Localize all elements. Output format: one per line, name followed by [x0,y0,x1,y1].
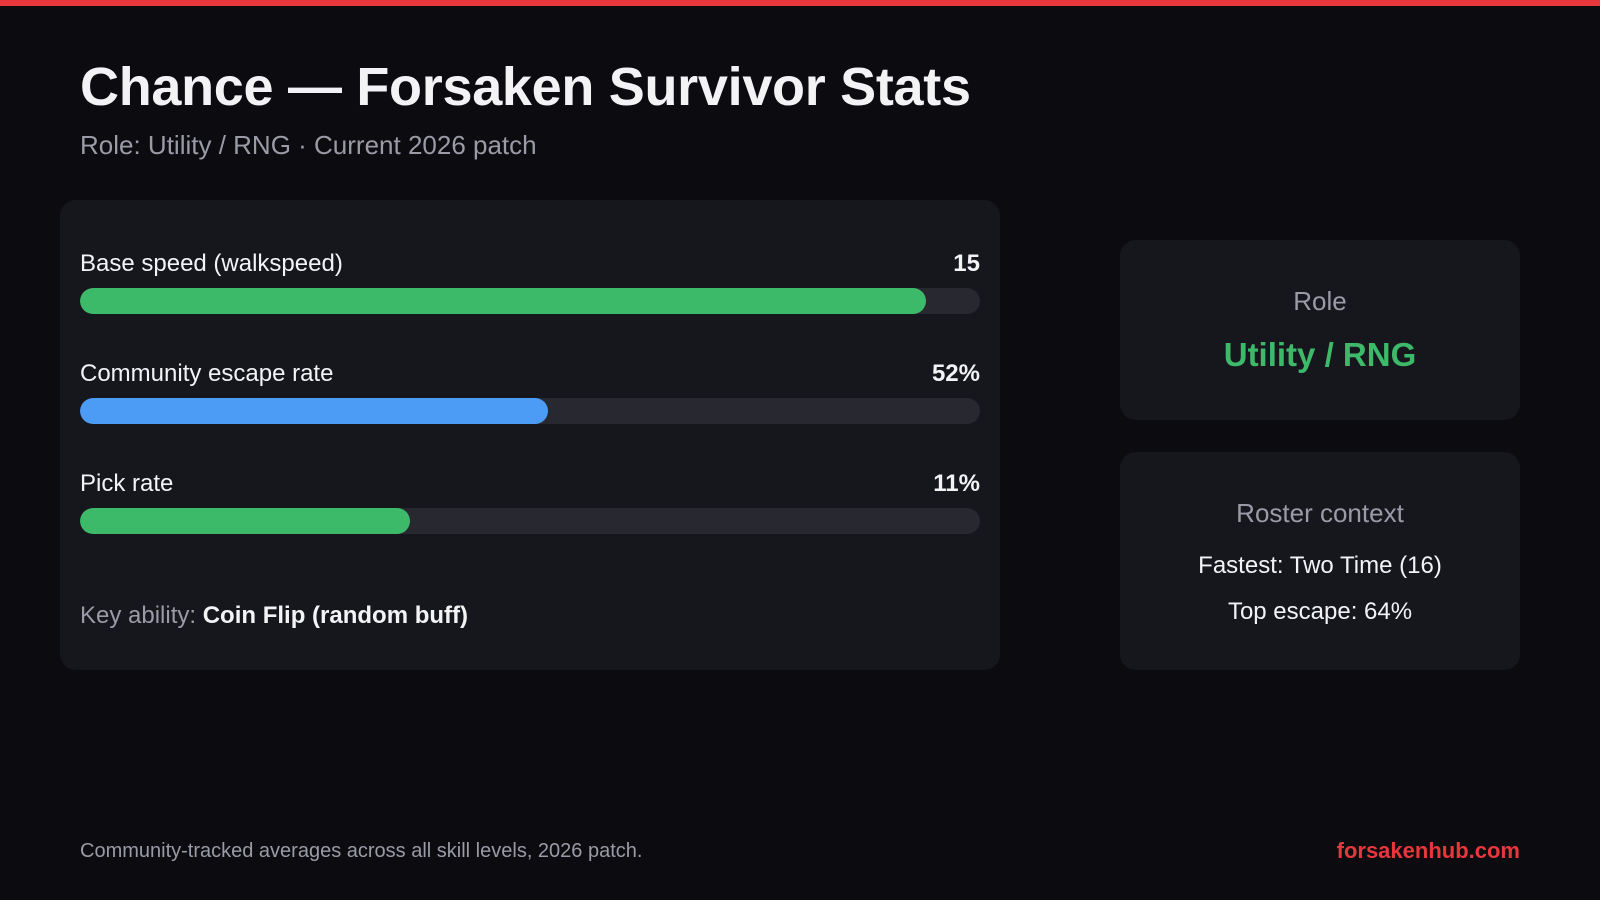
key-ability: Key ability: Coin Flip (random buff) [80,602,468,630]
key-ability-value: Coin Flip (random buff) [202,602,468,629]
site-link[interactable]: forsakenhub.com [1336,838,1520,863]
stat-bar-track [80,508,980,534]
stat-escape-rate: Community escape rate 52% [80,360,980,424]
stat-label: Community escape rate [80,360,334,387]
page-title: Chance — Forsaken Survivor Stats [80,57,971,117]
stat-bar-track [80,288,980,314]
stat-label: Base speed (walkspeed) [80,250,343,277]
roster-fastest: Fastest: Two Time (16) [1198,552,1442,579]
stat-value: 11% [933,470,980,497]
role-value: Utility / RNG [1223,336,1417,373]
footer-note: Community-tracked averages across all sk… [80,840,643,862]
stat-pick-rate: Pick rate 11% [80,470,980,534]
stat-bar-track [80,398,980,424]
stat-bar-fill [80,398,548,424]
key-ability-label: Key ability: [80,602,203,629]
top-accent-bar [0,0,1600,6]
stats-card: Base speed (walkspeed) 15 Community esca… [60,200,1000,670]
stat-base-speed: Base speed (walkspeed) 15 [80,250,980,314]
page-subtitle: Role: Utility / RNG · Current 2026 patch [80,130,537,160]
role-label: Role [1293,286,1347,316]
stat-label: Pick rate [80,470,174,497]
roster-context-card: Roster context Fastest: Two Time (16) To… [1120,452,1520,670]
stat-bar-fill [80,508,411,534]
roster-context-label: Roster context [1236,498,1404,528]
roster-top-escape: Top escape: 64% [1227,598,1413,625]
role-card: Role Utility / RNG [1120,240,1520,420]
stat-value: 52% [931,360,980,387]
stat-value: 15 [953,250,980,277]
stat-bar-fill [80,288,926,314]
